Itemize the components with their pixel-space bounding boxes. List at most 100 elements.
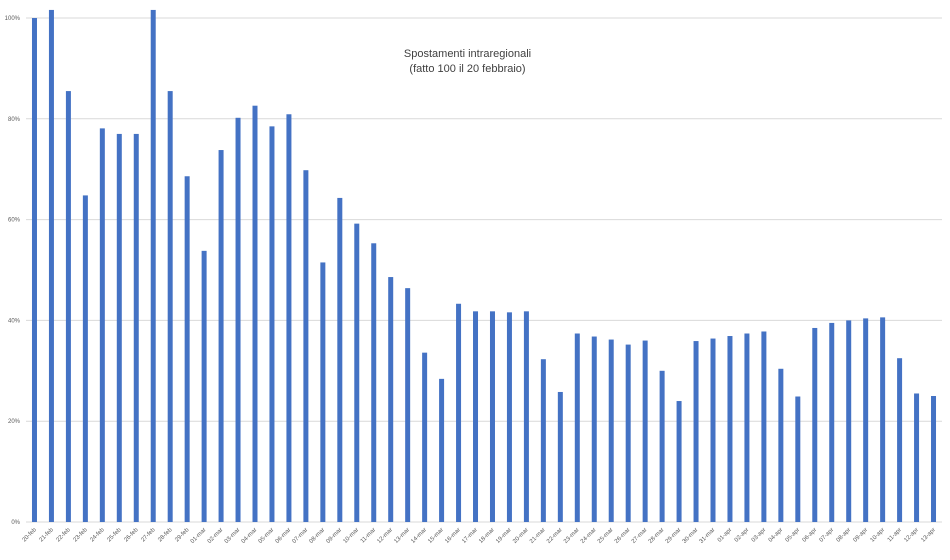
- x-tick-label: 09-apr: [853, 527, 870, 544]
- bar: [710, 338, 716, 522]
- x-tick-label: 02-mar: [207, 527, 225, 545]
- bar: [31, 18, 37, 522]
- bar: [116, 133, 122, 523]
- x-tick-label: 22-mar: [546, 527, 564, 545]
- bar: [727, 336, 733, 522]
- bar: [354, 223, 360, 522]
- y-tick-label: 40%: [8, 318, 21, 324]
- x-tick-label: 20-mar: [512, 527, 530, 545]
- bar: [812, 327, 818, 522]
- bar: [914, 393, 920, 522]
- y-axis-tick-labels: 0% 20% 40% 60% 80% 100%: [5, 16, 21, 526]
- bar: [405, 288, 411, 522]
- x-tick-label: 12-mar: [376, 527, 394, 545]
- x-tick-label: 02-apr: [734, 527, 751, 544]
- x-tick-label: 08-apr: [836, 527, 853, 544]
- x-tick-label: 29-feb: [174, 527, 191, 544]
- bar: [133, 133, 139, 523]
- y-tick-label: 80%: [8, 117, 21, 123]
- bar: [744, 333, 750, 522]
- bar: [473, 311, 479, 522]
- x-tick-label: 24-mar: [580, 527, 598, 545]
- chart-title-block: Spostamenti intraregionali (fatto 100 il…: [330, 47, 605, 77]
- bar: [489, 311, 495, 522]
- x-axis-tick-labels: 20-feb 21-feb 22-feb 23-feb 24-feb 25-feb 26-f…: [22, 527, 937, 545]
- data-bars: [31, 9, 937, 523]
- x-tick-label: 14-mar: [410, 527, 428, 545]
- bar: [456, 303, 462, 522]
- bar: [184, 176, 190, 523]
- chart-subtitle: (fatto 100 il 20 febbraio): [409, 63, 526, 75]
- bar: [897, 358, 903, 522]
- bar: [286, 114, 292, 522]
- y-tick-label: 60%: [8, 218, 21, 224]
- x-tick-label: 11-mar: [360, 527, 377, 544]
- x-tick-label: 01-apr: [717, 527, 734, 544]
- x-tick-label: 22-feb: [56, 527, 73, 544]
- x-tick-label: 08-mar: [309, 527, 327, 545]
- x-tick-label: 06-apr: [802, 527, 819, 544]
- x-tick-label: 23-mar: [563, 527, 581, 545]
- bar: [659, 370, 665, 522]
- bar: [150, 9, 156, 523]
- x-tick-label: 27-mar: [631, 527, 649, 545]
- x-tick-label: 20-feb: [22, 527, 39, 544]
- x-tick-label: 09-mar: [326, 527, 344, 545]
- x-tick-label: 16-mar: [444, 527, 462, 545]
- x-tick-label: 19-mar: [495, 527, 513, 545]
- bar: [761, 331, 767, 522]
- bar: [591, 336, 597, 522]
- x-tick-label: 13-apr: [920, 527, 937, 544]
- gridlines: [26, 17, 942, 523]
- x-tick-label: 15-mar: [427, 527, 445, 545]
- bar: [846, 320, 852, 522]
- y-tick-label: 0%: [11, 520, 20, 526]
- x-tick-label: 06-mar: [275, 527, 293, 545]
- x-tick-label: 07-mar: [292, 527, 310, 545]
- x-tick-label: 24-feb: [89, 527, 106, 544]
- x-tick-label: 03-mar: [224, 527, 242, 545]
- x-tick-label: 23-feb: [73, 527, 90, 544]
- x-tick-label: 12-apr: [903, 527, 920, 544]
- bar: [371, 243, 377, 522]
- x-tick-label: 10-mar: [343, 527, 361, 545]
- bar: [795, 396, 801, 522]
- bar: [439, 378, 445, 522]
- x-tick-label: 21-feb: [39, 527, 56, 544]
- y-tick-label: 20%: [8, 419, 21, 425]
- x-tick-label: 10-apr: [870, 527, 887, 544]
- x-tick-label: 28-feb: [157, 527, 174, 544]
- bar: [388, 277, 394, 522]
- x-tick-label: 13-mar: [393, 527, 411, 545]
- bar: [863, 318, 869, 522]
- bar: [48, 9, 54, 523]
- bar: [269, 126, 275, 523]
- bar: [540, 359, 546, 522]
- bar: [201, 250, 207, 522]
- x-tick-label: 27-feb: [140, 527, 157, 544]
- x-tick-label: 26-mar: [614, 527, 632, 545]
- bar: [252, 105, 258, 523]
- bar: [422, 352, 428, 522]
- bar: [320, 262, 326, 522]
- x-tick-label: 25-mar: [597, 527, 615, 545]
- x-tick-label: 18-mar: [478, 527, 496, 545]
- x-tick-label: 31-mar: [699, 527, 717, 545]
- bar: [829, 322, 835, 522]
- bar: [557, 391, 563, 522]
- bar: [65, 91, 71, 522]
- bar: [167, 91, 173, 522]
- bar: [625, 344, 631, 522]
- x-tick-label: 29-mar: [665, 527, 683, 545]
- x-tick-label: 25-feb: [106, 527, 123, 544]
- x-tick-label: 28-mar: [648, 527, 666, 545]
- bar: [880, 317, 886, 522]
- bar: [218, 150, 224, 522]
- x-tick-label: 05-mar: [258, 527, 276, 545]
- bar: [693, 341, 699, 522]
- bar: [99, 128, 105, 522]
- x-tick-label: 07-apr: [819, 527, 836, 544]
- bar: [235, 117, 241, 523]
